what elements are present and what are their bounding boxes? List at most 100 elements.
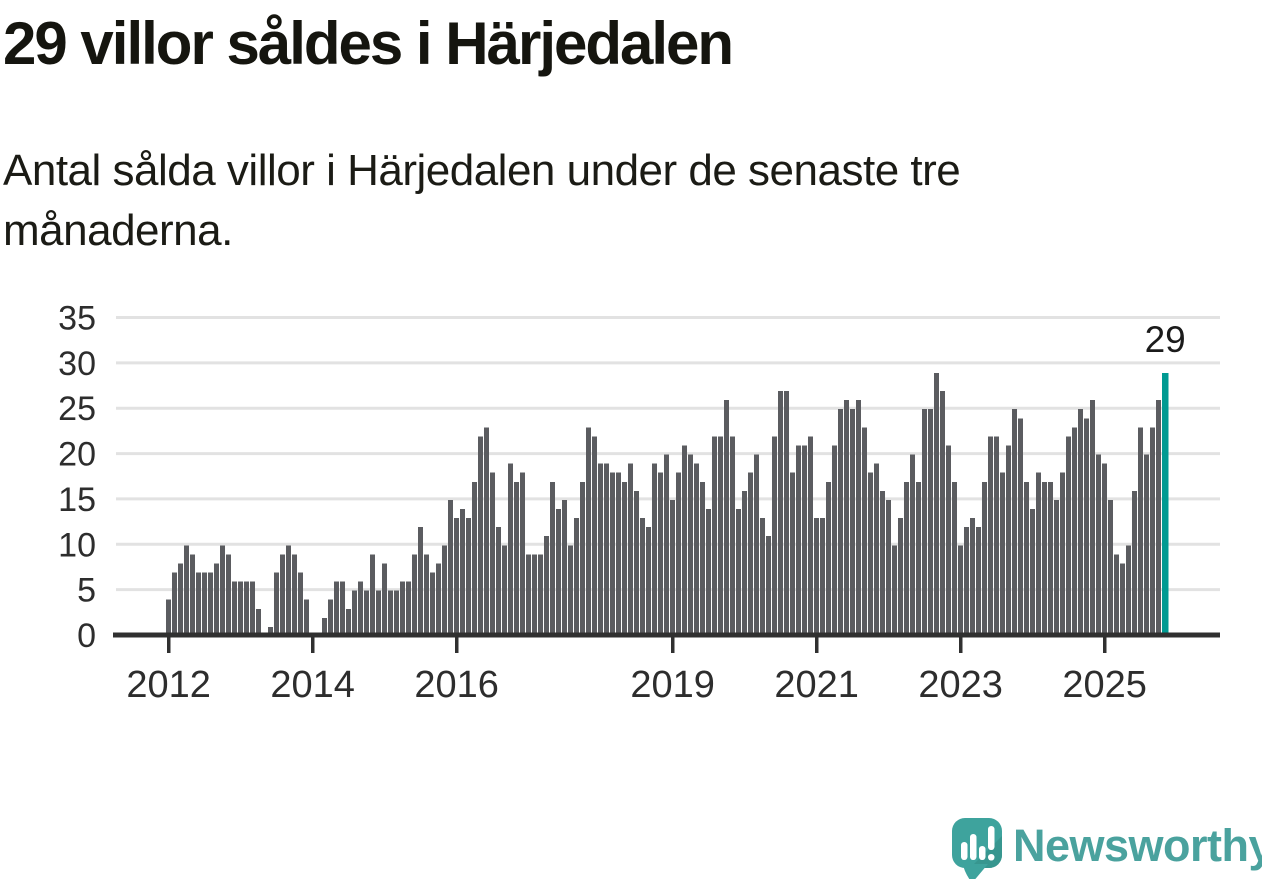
bar (178, 563, 184, 636)
bar (886, 499, 892, 636)
bar (940, 391, 946, 636)
bar (256, 608, 262, 636)
bar (1114, 554, 1120, 636)
bar (184, 545, 190, 636)
bar (304, 599, 310, 636)
bar (346, 608, 352, 636)
bar (484, 427, 490, 636)
bar (916, 481, 922, 636)
bar (664, 454, 670, 636)
x-tick-label: 2021 (774, 664, 859, 706)
newsworthy-brand-text: Newsworthy (1013, 820, 1262, 871)
bar (1024, 481, 1030, 636)
bar (358, 581, 364, 636)
bar (1120, 563, 1126, 636)
bar (766, 536, 772, 636)
bar (1108, 499, 1114, 636)
bar (988, 436, 994, 636)
bar (466, 518, 472, 636)
y-tick-label: 5 (77, 572, 96, 610)
bar (802, 445, 808, 636)
bar (556, 509, 562, 636)
bar (244, 581, 250, 636)
bar (472, 481, 478, 636)
x-tick-label: 2019 (630, 664, 715, 706)
x-axis-tick (310, 637, 315, 653)
bar (1096, 454, 1102, 636)
logo-bar-tall-icon (970, 834, 977, 860)
bar (742, 490, 748, 636)
bar (682, 445, 688, 636)
bar (376, 590, 382, 636)
bar (490, 472, 496, 636)
y-tick-label: 30 (58, 345, 96, 383)
y-tick-label: 10 (58, 526, 96, 564)
bar (508, 463, 514, 636)
y-tick-label: 25 (58, 390, 96, 428)
y-tick-label: 15 (58, 481, 96, 519)
bar (526, 554, 532, 636)
bar (1126, 545, 1132, 636)
bar (460, 509, 466, 636)
bar (1006, 445, 1012, 636)
bar (880, 490, 886, 636)
page-title: 29 villor såldes i Härjedalen (3, 10, 734, 77)
bar (712, 436, 718, 636)
bar (688, 454, 694, 636)
bar (952, 481, 958, 636)
bar (418, 527, 424, 636)
x-axis-tick (166, 637, 171, 653)
bar (166, 599, 172, 636)
bar (574, 518, 580, 636)
bar (646, 527, 652, 636)
bar (328, 599, 334, 636)
x-axis-tick (1102, 637, 1107, 653)
bar (652, 463, 658, 636)
bar (1090, 400, 1096, 636)
x-axis-line (113, 632, 1220, 638)
bar (1132, 490, 1138, 636)
y-tick-label: 20 (58, 436, 96, 474)
bar (874, 463, 880, 636)
bar (1144, 454, 1150, 636)
bar (670, 499, 676, 636)
bar (232, 581, 238, 636)
bar (640, 518, 646, 636)
logo-bar-small-icon (961, 842, 968, 860)
bar (898, 518, 904, 636)
bar (970, 518, 976, 636)
x-axis-tick (454, 637, 459, 653)
bar (202, 572, 208, 636)
bar (1072, 427, 1078, 636)
bar (400, 581, 406, 636)
logo-exclamation-dot-icon (988, 854, 995, 861)
bar (514, 481, 520, 636)
bar (436, 563, 442, 636)
bar (760, 518, 766, 636)
newsworthy-logo-icon (952, 818, 1002, 879)
bar (736, 509, 742, 636)
bar (718, 436, 724, 636)
bar (904, 481, 910, 636)
y-tick-label: 35 (58, 300, 96, 338)
bar (850, 409, 856, 636)
bar (190, 554, 196, 636)
bar (196, 572, 202, 636)
bar (832, 445, 838, 636)
bar (658, 472, 664, 636)
bar (976, 527, 982, 636)
bar (778, 391, 784, 636)
bar (394, 590, 400, 636)
bar (922, 409, 928, 636)
bar (1060, 472, 1066, 636)
bar (994, 436, 1000, 636)
bar (226, 554, 232, 636)
bar (946, 445, 952, 636)
bar (370, 554, 376, 636)
bar (334, 581, 340, 636)
bar (448, 499, 454, 636)
bar (1048, 481, 1054, 636)
bar (868, 472, 874, 636)
bar (580, 481, 586, 636)
